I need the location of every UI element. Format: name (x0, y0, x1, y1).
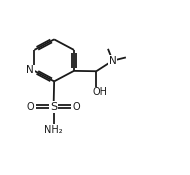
Text: O: O (27, 102, 35, 112)
Text: S: S (50, 102, 57, 112)
Text: N: N (26, 65, 34, 75)
Text: OH: OH (93, 87, 108, 97)
Text: N: N (109, 56, 116, 66)
Text: O: O (73, 102, 80, 112)
Text: NH₂: NH₂ (44, 125, 63, 135)
